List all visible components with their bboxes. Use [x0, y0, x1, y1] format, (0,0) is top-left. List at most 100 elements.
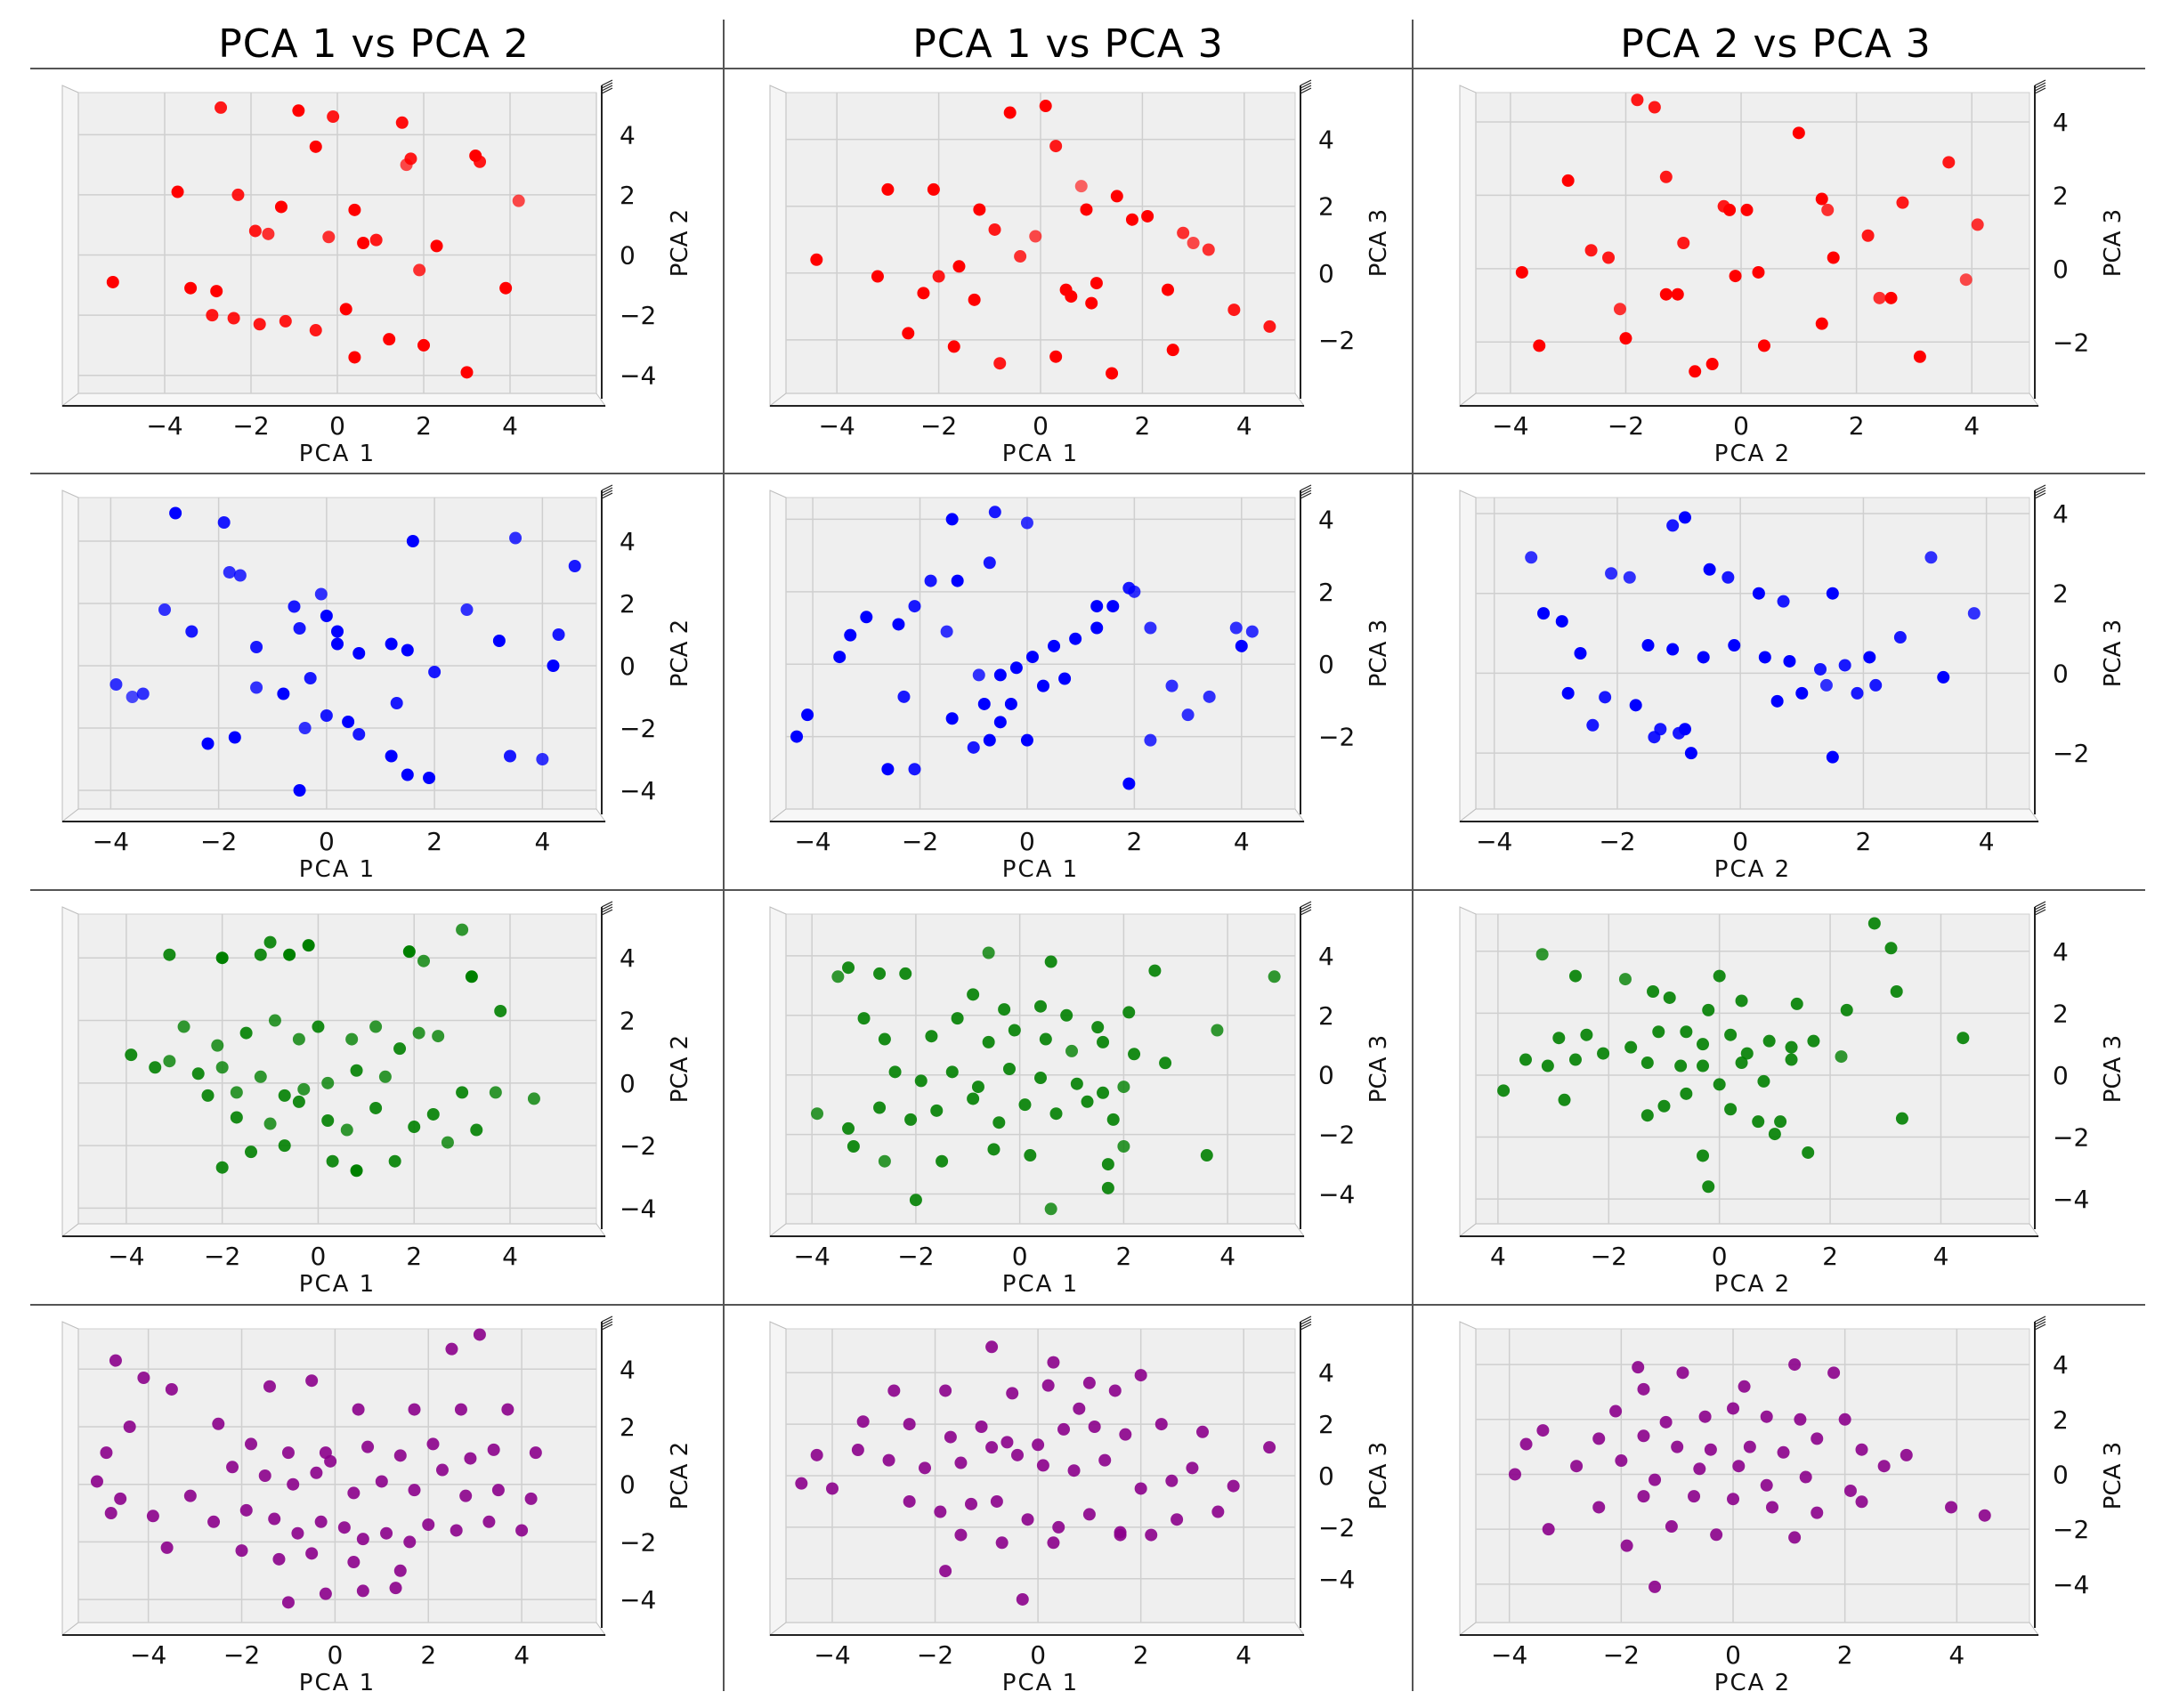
x-tick-label: 2: [1115, 1242, 1131, 1271]
data-point: [352, 728, 366, 741]
data-point: [1029, 230, 1042, 243]
pane-left-wall: [1459, 1321, 1477, 1637]
data-point: [1855, 1495, 1868, 1509]
data-point: [277, 687, 290, 700]
y-tick-label: −2: [2053, 1123, 2089, 1153]
data-point: [1624, 1040, 1638, 1054]
data-point: [1665, 1520, 1678, 1534]
data-point: [1032, 1438, 1045, 1452]
data-point: [1851, 686, 1864, 700]
data-point: [1203, 690, 1216, 703]
x-tick-label: −2: [897, 1242, 934, 1271]
data-point: [924, 574, 937, 587]
data-point: [1187, 237, 1200, 249]
y-tick-label: 2: [2053, 999, 2069, 1028]
y-tick-label: −4: [620, 1194, 656, 1223]
y-tick-label: −2: [620, 714, 656, 743]
data-point: [1229, 621, 1243, 635]
data-point: [340, 1123, 353, 1137]
x-tick-label: −4: [814, 1640, 850, 1670]
x-tick-label: 4: [1933, 1242, 1949, 1271]
pane-back-wall: [1475, 1328, 2030, 1623]
axis-corner-tick: [1300, 492, 1312, 499]
data-point: [932, 270, 945, 283]
data-point: [1552, 1032, 1566, 1045]
data-point: [402, 945, 416, 959]
data-point: [491, 1484, 505, 1497]
x-tick-label: 4: [534, 827, 550, 856]
data-point: [136, 687, 150, 700]
data-point: [952, 260, 966, 273]
data-point: [1196, 1425, 1209, 1438]
y-tick-label: −2: [1318, 326, 1355, 355]
data-point: [1674, 1059, 1688, 1073]
data-point: [454, 1403, 467, 1416]
data-point: [857, 1012, 871, 1025]
column-divider-2: [1412, 20, 1414, 1691]
data-point: [426, 1107, 440, 1121]
data-point: [331, 637, 344, 651]
x-tick-label: 4: [1948, 1640, 1965, 1670]
data-point: [1971, 218, 1984, 231]
data-point: [1148, 964, 1162, 977]
data-point: [1760, 1410, 1773, 1423]
data-point: [123, 1421, 136, 1433]
y-tick-label: 4: [2053, 499, 2069, 529]
data-point: [944, 1430, 957, 1444]
data-point: [385, 637, 398, 651]
data-point: [1065, 1044, 1079, 1057]
data-point: [408, 1484, 421, 1497]
data-point: [945, 712, 959, 725]
data-point: [1649, 1580, 1662, 1593]
y-tick-label: 0: [2053, 1061, 2069, 1090]
data-point: [319, 1587, 332, 1600]
x-tick-label: 2: [416, 411, 432, 441]
y-tick-label: 0: [620, 241, 636, 271]
data-point: [1605, 567, 1618, 580]
data-point: [171, 185, 184, 198]
axis-corner-tick: [1300, 1318, 1312, 1325]
data-point: [474, 155, 487, 168]
data-point: [954, 1528, 968, 1542]
data-point: [1666, 643, 1680, 656]
y-axis-label: PCA 2: [667, 1035, 693, 1103]
scatter-svg-r3c2: −4 −2 0 2 4 PCA 1 4 2 0 −2 −4 PCA 3: [768, 901, 1392, 1298]
data-point: [1827, 251, 1840, 264]
data-point: [254, 1070, 267, 1083]
data-point: [401, 768, 414, 781]
data-point: [350, 1164, 363, 1178]
data-point: [1799, 1470, 1812, 1484]
data-point: [352, 647, 366, 660]
data-point: [1049, 140, 1063, 153]
scatter-panel-r2c2: −4 −2 0 2 4 PCA 1 4 2 0 −2 PCA 3: [734, 478, 1411, 887]
scatter-svg-r4c1: −4 −2 0 2 4 PCA 1 4 2 0 −2 −4 PCA 2: [61, 1315, 693, 1696]
data-point: [278, 1089, 291, 1102]
data-point: [790, 730, 804, 743]
data-point: [1752, 587, 1765, 600]
data-point: [293, 784, 306, 797]
data-point: [811, 1107, 824, 1121]
data-point: [383, 333, 396, 346]
data-point: [1034, 1000, 1047, 1013]
y-tick-label: 2: [1318, 192, 1334, 222]
axis-corner-tick: [1300, 79, 1312, 86]
data-point: [860, 611, 873, 624]
data-point: [940, 625, 953, 638]
data-point: [568, 560, 581, 572]
data-point: [993, 357, 1007, 370]
axis-corner-tick: [601, 487, 613, 494]
y-tick-label: 2: [620, 589, 636, 619]
data-point: [1724, 1103, 1738, 1116]
data-point: [1122, 1006, 1136, 1019]
data-point: [899, 967, 912, 980]
data-point: [1758, 651, 1771, 664]
x-tick-label: −4: [130, 1640, 166, 1670]
axis-corner-tick: [1300, 906, 1312, 913]
data-point: [1108, 1384, 1122, 1397]
scatter-panel-r1c2: −4 −2 0 2 4 PCA 1 4 2 0 −2 PCA 3: [734, 73, 1411, 472]
pane-left-wall: [1459, 490, 1477, 823]
data-point: [1162, 283, 1174, 296]
data-point: [1807, 1034, 1820, 1048]
axis-corner-tick: [601, 909, 613, 916]
axis-corner-tick: [601, 79, 613, 86]
